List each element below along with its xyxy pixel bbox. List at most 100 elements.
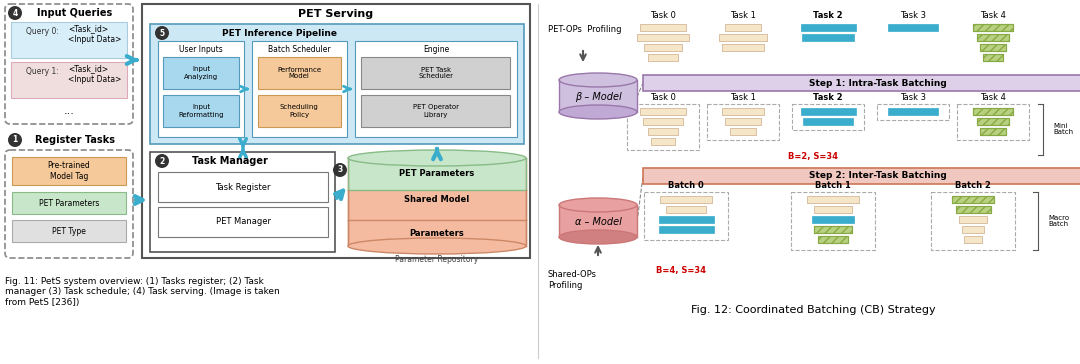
Bar — [977, 34, 1009, 41]
Text: Register Tasks: Register Tasks — [35, 135, 114, 145]
Bar — [348, 220, 526, 246]
Bar — [640, 108, 686, 115]
Bar — [980, 44, 1005, 51]
Bar — [931, 192, 1015, 250]
Circle shape — [8, 133, 22, 147]
Text: Task 3: Task 3 — [900, 94, 926, 103]
Bar — [12, 192, 126, 214]
Bar — [163, 95, 239, 127]
Bar — [973, 108, 1013, 115]
Bar — [355, 41, 517, 137]
Bar — [163, 57, 239, 89]
Bar — [791, 192, 875, 250]
Text: Task 0: Task 0 — [650, 12, 676, 20]
Bar — [814, 226, 852, 233]
Ellipse shape — [559, 230, 637, 244]
Bar — [977, 118, 1009, 125]
Bar — [802, 34, 854, 41]
Bar — [804, 118, 853, 125]
Text: Query 1:: Query 1: — [26, 67, 58, 76]
Text: Task 4: Task 4 — [980, 94, 1005, 103]
Bar — [951, 196, 994, 203]
Bar — [983, 54, 1003, 61]
Text: Query 0:: Query 0: — [26, 28, 59, 36]
Ellipse shape — [559, 73, 637, 87]
Bar — [644, 44, 681, 51]
Bar — [973, 24, 1013, 31]
Ellipse shape — [348, 238, 526, 254]
Bar — [980, 44, 1005, 51]
Bar — [877, 104, 949, 120]
Text: PET Parameters: PET Parameters — [400, 170, 474, 178]
Bar — [258, 57, 341, 89]
Text: Parameters: Parameters — [409, 229, 464, 237]
Bar — [801, 24, 856, 31]
Bar — [651, 138, 675, 145]
Bar — [150, 152, 335, 252]
Ellipse shape — [559, 198, 637, 212]
Text: <Input Data>: <Input Data> — [68, 36, 121, 44]
Text: Task 4: Task 4 — [980, 12, 1005, 20]
Bar — [348, 190, 526, 220]
Bar — [643, 75, 1080, 91]
Bar — [158, 172, 328, 202]
Bar — [812, 216, 854, 223]
Text: Input
Analyzing: Input Analyzing — [184, 67, 218, 79]
Bar — [818, 236, 848, 243]
Bar — [158, 41, 244, 137]
Bar — [962, 226, 984, 233]
Ellipse shape — [559, 105, 637, 119]
Text: PET Parameters: PET Parameters — [39, 198, 99, 207]
Bar — [959, 216, 987, 223]
Bar — [707, 104, 779, 140]
Bar — [627, 104, 699, 150]
Bar — [12, 157, 126, 185]
Text: Batch 1: Batch 1 — [815, 182, 851, 190]
FancyBboxPatch shape — [5, 4, 133, 124]
Bar — [648, 128, 678, 135]
Bar — [956, 206, 991, 213]
Circle shape — [8, 6, 22, 20]
Text: Batch 0: Batch 0 — [669, 182, 704, 190]
Bar — [559, 80, 637, 112]
Bar — [659, 216, 714, 223]
Bar — [973, 24, 1013, 31]
Bar — [951, 196, 994, 203]
Bar — [725, 118, 761, 125]
Text: 4: 4 — [12, 8, 17, 17]
Bar — [666, 206, 706, 213]
Bar — [723, 44, 764, 51]
Text: Performance
Model: Performance Model — [276, 67, 321, 79]
Text: PET Operator
Library: PET Operator Library — [413, 104, 459, 118]
Bar — [12, 220, 126, 242]
Text: ...: ... — [64, 106, 75, 116]
Bar — [956, 206, 991, 213]
Bar — [980, 128, 1005, 135]
Bar — [150, 24, 524, 144]
Bar — [723, 108, 764, 115]
Text: Fig. 12: Coordinated Batching (CB) Strategy: Fig. 12: Coordinated Batching (CB) Strat… — [691, 305, 935, 315]
Bar — [11, 62, 127, 98]
Text: Input
Reformatting: Input Reformatting — [178, 104, 224, 118]
Text: Pre-trained
Model Tag: Pre-trained Model Tag — [48, 161, 91, 181]
Bar — [973, 108, 1013, 115]
Bar — [660, 196, 712, 203]
Bar — [980, 128, 1005, 135]
Bar — [719, 34, 767, 41]
Bar — [643, 118, 683, 125]
Bar — [643, 168, 1080, 184]
FancyBboxPatch shape — [5, 150, 133, 258]
Bar — [888, 24, 939, 31]
Text: PET Manager: PET Manager — [216, 218, 270, 226]
Text: Scheduling
Policy: Scheduling Policy — [280, 104, 319, 118]
Text: β – Model: β – Model — [575, 92, 621, 102]
Text: PET Type: PET Type — [52, 226, 86, 236]
Text: Engine: Engine — [423, 46, 449, 55]
Bar — [11, 22, 127, 58]
Bar — [807, 196, 859, 203]
Text: PET-OPs  Profiling: PET-OPs Profiling — [548, 25, 621, 35]
Bar — [348, 158, 526, 190]
Text: Task 3: Task 3 — [900, 12, 926, 20]
Bar — [957, 104, 1029, 140]
Bar — [725, 24, 761, 31]
